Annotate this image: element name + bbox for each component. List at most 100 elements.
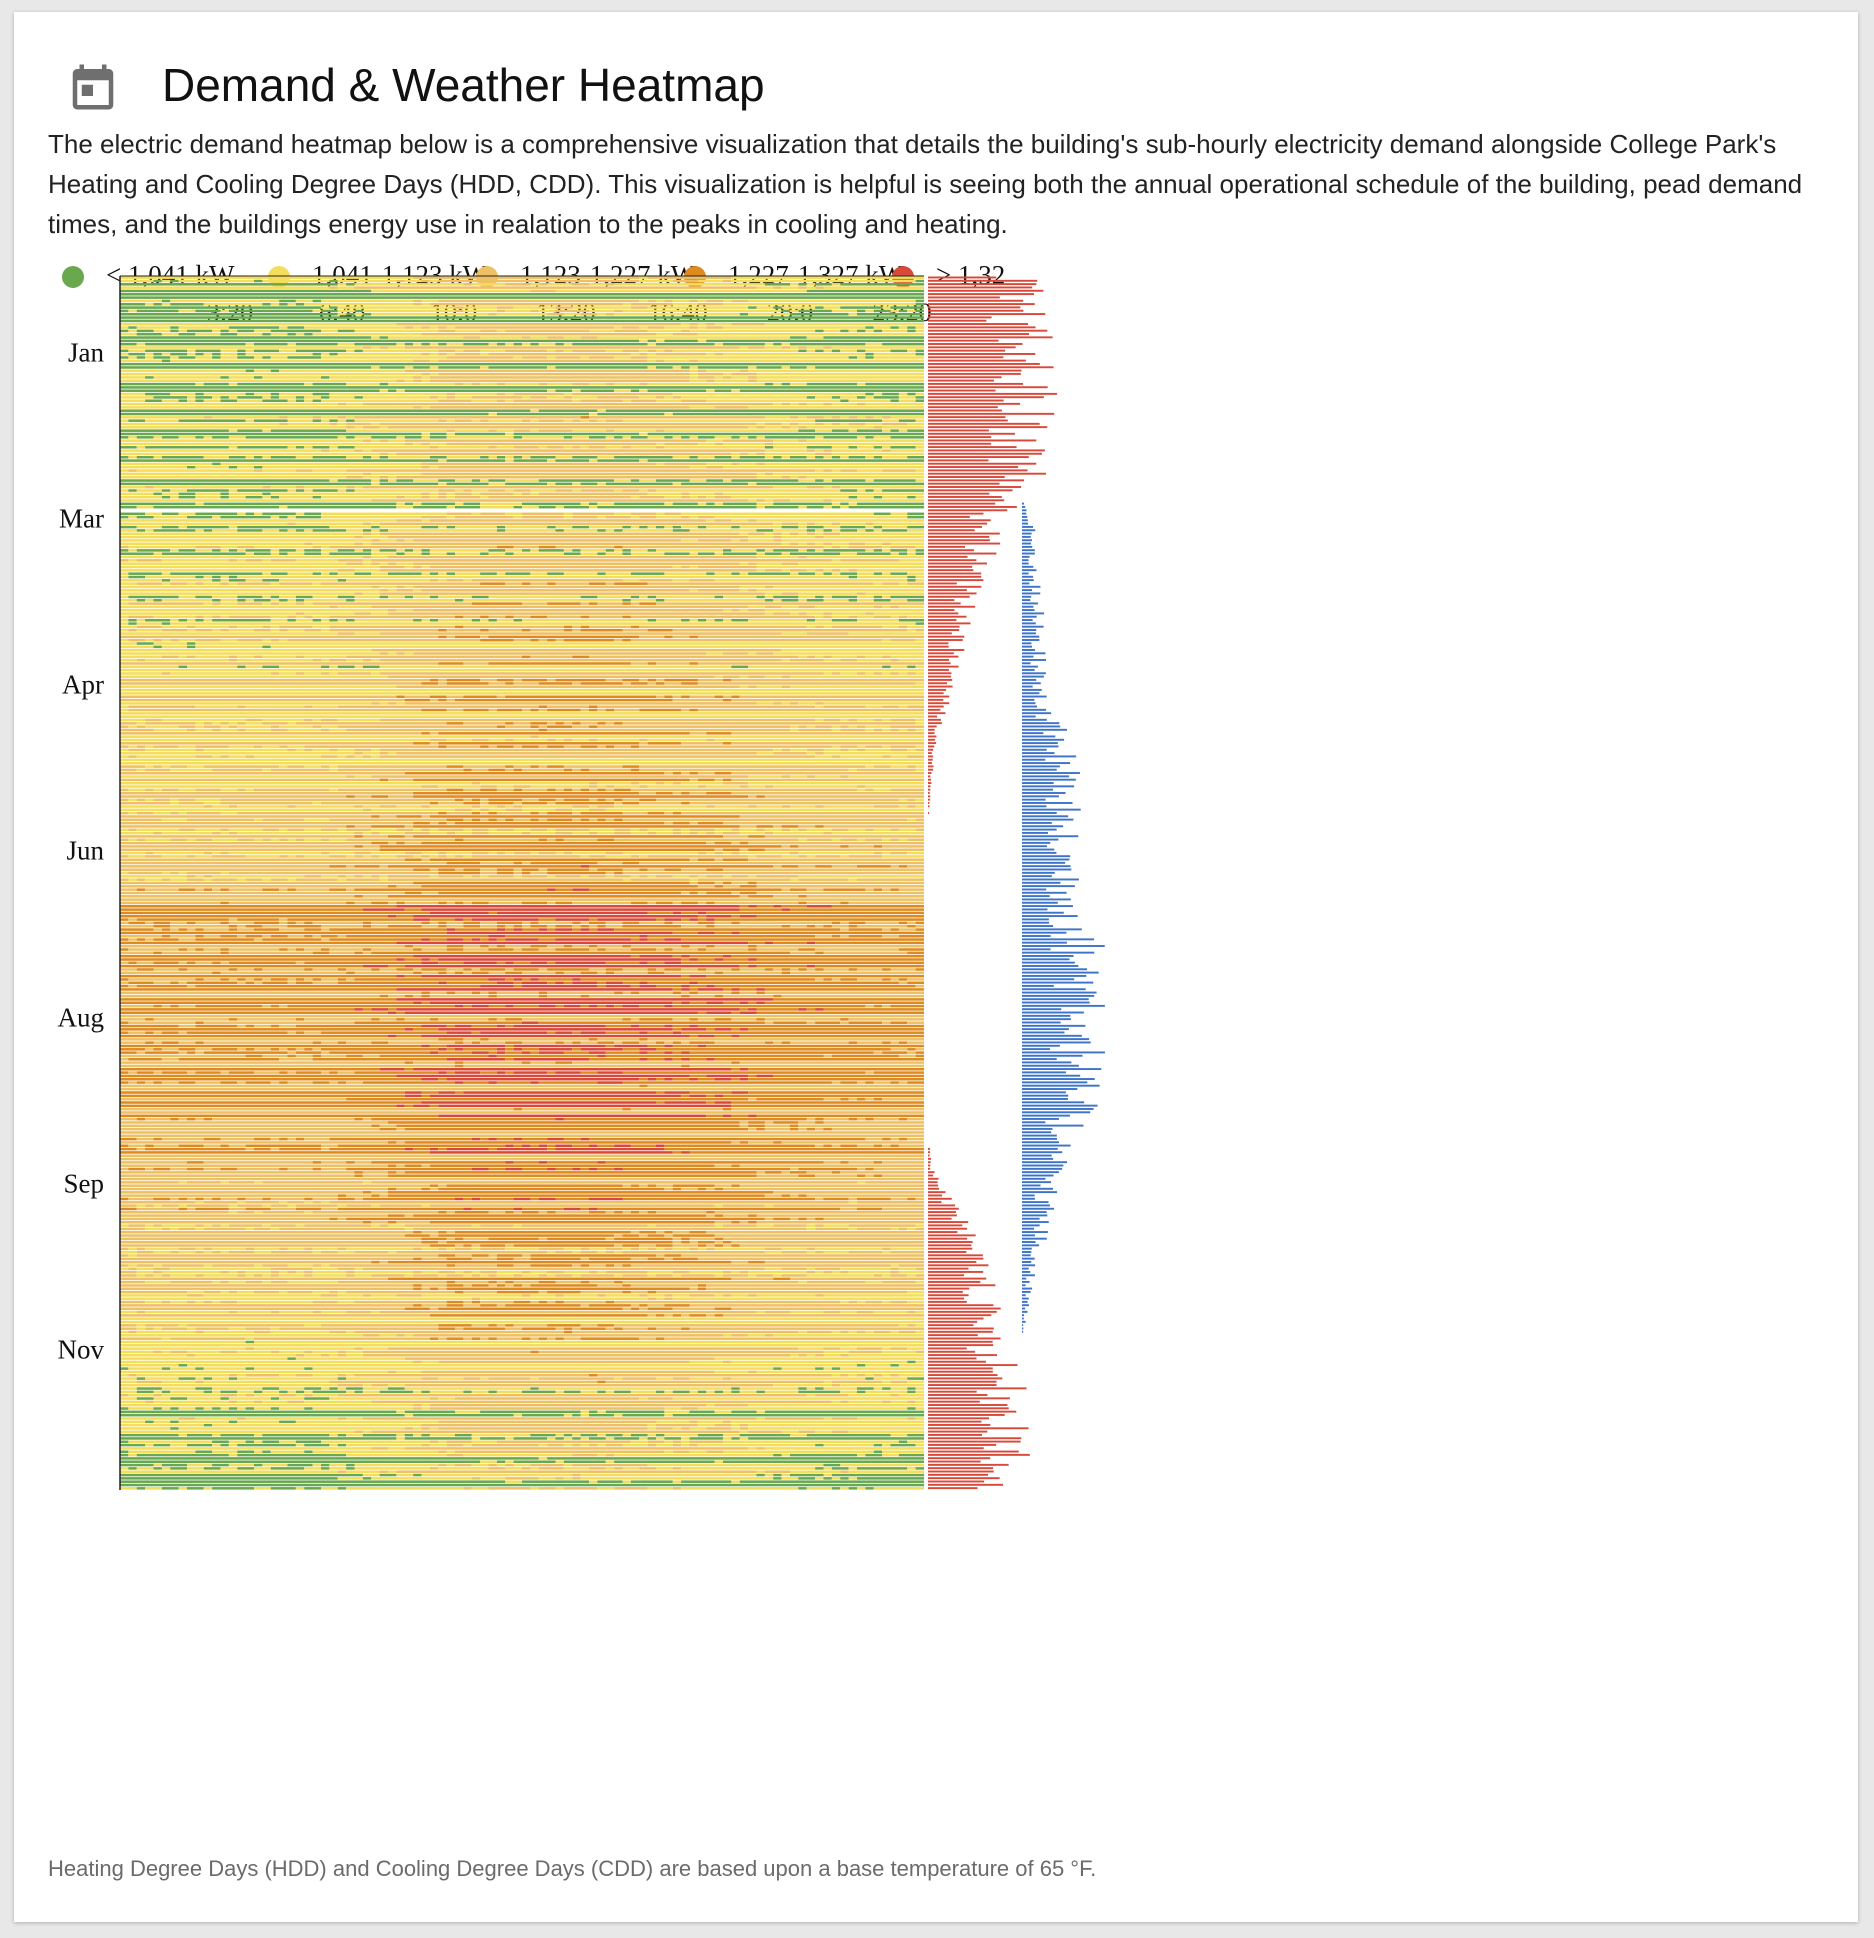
heatmap-cell	[120, 293, 924, 296]
heatmap-cell	[371, 562, 380, 565]
heatmap-cell	[287, 615, 296, 619]
heatmap-cell	[848, 748, 858, 752]
heatmap-cell	[228, 888, 263, 891]
heatmap-cell	[505, 738, 514, 742]
heatmap-cell	[488, 1051, 497, 1054]
heatmap-cell	[337, 755, 347, 758]
heatmap-cell	[697, 771, 715, 775]
heatmap-cell	[630, 944, 682, 948]
heatmap-cell	[120, 1058, 129, 1061]
heatmap-cell	[421, 1101, 656, 1104]
heatmap-cell	[723, 881, 732, 885]
heatmap-cell	[262, 399, 288, 402]
heatmap-cell	[513, 432, 640, 436]
heatmap-cell	[639, 352, 648, 356]
heatmap-cell	[354, 775, 372, 778]
heatmap-cell	[647, 582, 874, 585]
heatmap-cell	[304, 1018, 372, 1021]
heatmap-cell	[756, 562, 782, 565]
heatmap-cell	[840, 921, 849, 925]
heatmap-cell	[873, 572, 883, 575]
heatmap-cell	[731, 771, 925, 775]
heatmap-cell	[446, 552, 456, 555]
heatmap-cell	[882, 928, 891, 931]
heatmap-cell	[337, 968, 347, 971]
heatmap-cell	[689, 875, 698, 878]
heatmap-cell	[630, 436, 648, 439]
heatmap-cell	[187, 948, 196, 951]
heatmap-cell	[404, 595, 414, 599]
heatmap-cell	[815, 283, 832, 286]
heatmap-cell	[580, 811, 623, 815]
heatmap-cell	[756, 958, 924, 961]
heatmap-cell	[496, 412, 590, 416]
heatmap-cell	[480, 382, 497, 386]
heatmap-cell	[907, 549, 916, 552]
heatmap-cell	[136, 745, 146, 748]
heatmap-cell	[262, 529, 280, 532]
heatmap-cell	[706, 875, 723, 878]
heatmap-cell	[245, 705, 305, 708]
heatmap-cell	[731, 609, 740, 612]
heatmap-cell	[178, 1031, 188, 1034]
heatmap-cell	[723, 781, 749, 785]
heatmap-cell	[120, 1134, 924, 1138]
heatmap-cell	[639, 1018, 673, 1021]
heatmap-cell	[128, 748, 146, 752]
heatmap-cell	[647, 492, 682, 496]
heatmap-cell	[304, 332, 313, 336]
heatmap-cell	[178, 961, 188, 965]
heatmap-cell	[547, 336, 564, 339]
heatmap-cell	[572, 928, 581, 931]
heatmap-cell	[153, 552, 162, 555]
heatmap-cell	[915, 798, 925, 802]
heatmap-cell	[429, 303, 623, 306]
heatmap-cell	[455, 479, 472, 482]
heatmap-cell	[597, 419, 606, 422]
heatmap-cell	[664, 635, 673, 639]
heatmap-cell	[706, 891, 732, 895]
heatmap-cell	[312, 718, 322, 722]
heatmap-cell	[848, 312, 858, 316]
heatmap-cell	[831, 469, 841, 472]
heatmap-cell	[379, 665, 732, 669]
heatmap-cell	[689, 1064, 924, 1068]
heatmap-cell	[262, 838, 271, 842]
heatmap-cell	[463, 1041, 472, 1044]
heatmap-cell	[471, 595, 489, 599]
heatmap-cell	[128, 352, 146, 356]
heatmap-cell	[153, 505, 280, 509]
heatmap-cell	[228, 376, 255, 379]
heatmap-cell	[421, 342, 430, 346]
heatmap-cell	[262, 1054, 288, 1058]
heatmap-cell	[304, 718, 313, 722]
heatmap-cell	[815, 948, 899, 951]
heatmap-cell	[563, 552, 581, 555]
heatmap-cell	[471, 811, 481, 815]
heatmap-cell	[865, 1167, 874, 1171]
heatmap-cell	[279, 392, 313, 396]
heatmap-cell	[505, 934, 640, 938]
heatmap-cell	[178, 595, 196, 599]
heatmap-cell	[748, 426, 757, 429]
heatmap-cell	[656, 662, 690, 665]
heatmap-cell	[815, 825, 824, 828]
heatmap-cell	[647, 981, 690, 985]
heatmap-cell	[346, 968, 372, 971]
page-title: Demand & Weather Heatmap	[162, 59, 765, 111]
heatmap-cell	[471, 602, 522, 605]
heatmap-cell	[714, 322, 732, 326]
heatmap-cell	[413, 1067, 732, 1071]
heatmap-cell	[195, 1117, 204, 1121]
heatmap-cell	[790, 309, 799, 313]
heatmap-cell	[120, 895, 355, 898]
heatmap-cell	[723, 778, 732, 782]
heatmap-cell	[312, 1081, 330, 1084]
heatmap-cell	[321, 718, 338, 722]
heatmap-cell	[664, 695, 673, 699]
heatmap-cell	[128, 1058, 162, 1061]
heatmap-cell	[806, 542, 816, 546]
heatmap-cell	[915, 349, 925, 353]
heatmap-cell	[346, 579, 430, 582]
heatmap-cell	[798, 725, 807, 728]
